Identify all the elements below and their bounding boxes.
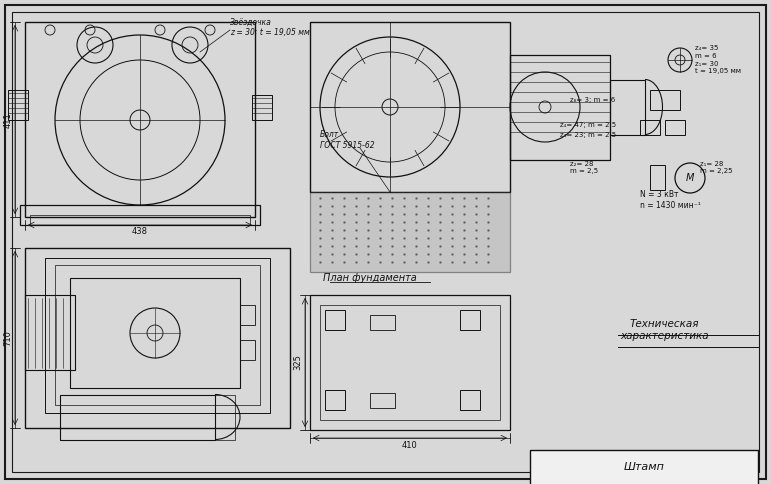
Bar: [30, 215, 250, 225]
Bar: [610, 80, 645, 135]
Bar: [240, 305, 255, 325]
Text: 410: 410: [402, 440, 418, 450]
Bar: [215, 395, 235, 440]
Text: 325: 325: [294, 354, 302, 370]
Bar: [325, 310, 345, 330]
Bar: [530, 450, 758, 484]
Bar: [25, 248, 290, 428]
Text: Техническая
характеристика: Техническая характеристика: [620, 319, 709, 341]
Bar: [25, 295, 75, 370]
Text: Болт
ГОСТ 5915-62: Болт ГОСТ 5915-62: [320, 130, 375, 150]
Bar: [55, 265, 260, 405]
Text: Штамп: Штамп: [624, 462, 665, 472]
Bar: [8, 90, 28, 120]
Bar: [240, 340, 255, 360]
Text: z₁= 28
m = 2,25: z₁= 28 m = 2,25: [700, 162, 732, 175]
Text: Звёздочка
z = 30; t = 19,05 мм: Звёздочка z = 30; t = 19,05 мм: [230, 18, 310, 37]
Bar: [460, 310, 480, 330]
Text: 411: 411: [4, 112, 12, 128]
Bar: [20, 205, 260, 225]
Bar: [45, 258, 270, 413]
Text: N = 3 кВт
n = 1430 мин⁻¹: N = 3 кВт n = 1430 мин⁻¹: [640, 190, 701, 210]
Bar: [640, 120, 660, 135]
Bar: [325, 390, 345, 410]
Bar: [370, 393, 395, 408]
Bar: [370, 315, 395, 330]
Text: План фундамента: План фундамента: [323, 273, 417, 283]
Bar: [460, 390, 480, 410]
Bar: [650, 90, 680, 110]
Text: z₃= 23; m = 2,5: z₃= 23; m = 2,5: [560, 132, 616, 138]
Bar: [25, 22, 255, 217]
Text: z₈= 3; m = 6: z₈= 3; m = 6: [570, 97, 615, 103]
Text: 438: 438: [132, 227, 148, 237]
Text: z₁= 30
t = 19,05 мм: z₁= 30 t = 19,05 мм: [695, 61, 741, 75]
Bar: [252, 95, 272, 120]
Text: 710: 710: [4, 330, 12, 346]
Bar: [310, 22, 510, 192]
Bar: [310, 295, 510, 430]
Text: z₄= 35
m = 6: z₄= 35 m = 6: [695, 45, 719, 59]
Text: z₄= 47; m = 2,5: z₄= 47; m = 2,5: [560, 122, 616, 128]
Bar: [665, 120, 685, 135]
Bar: [510, 55, 610, 160]
Bar: [310, 192, 510, 272]
Text: z₂= 28
m = 2,5: z₂= 28 m = 2,5: [570, 162, 598, 175]
Bar: [650, 165, 665, 190]
Bar: [60, 395, 215, 440]
Bar: [320, 305, 500, 420]
Bar: [70, 278, 240, 388]
Text: М: М: [686, 173, 694, 183]
